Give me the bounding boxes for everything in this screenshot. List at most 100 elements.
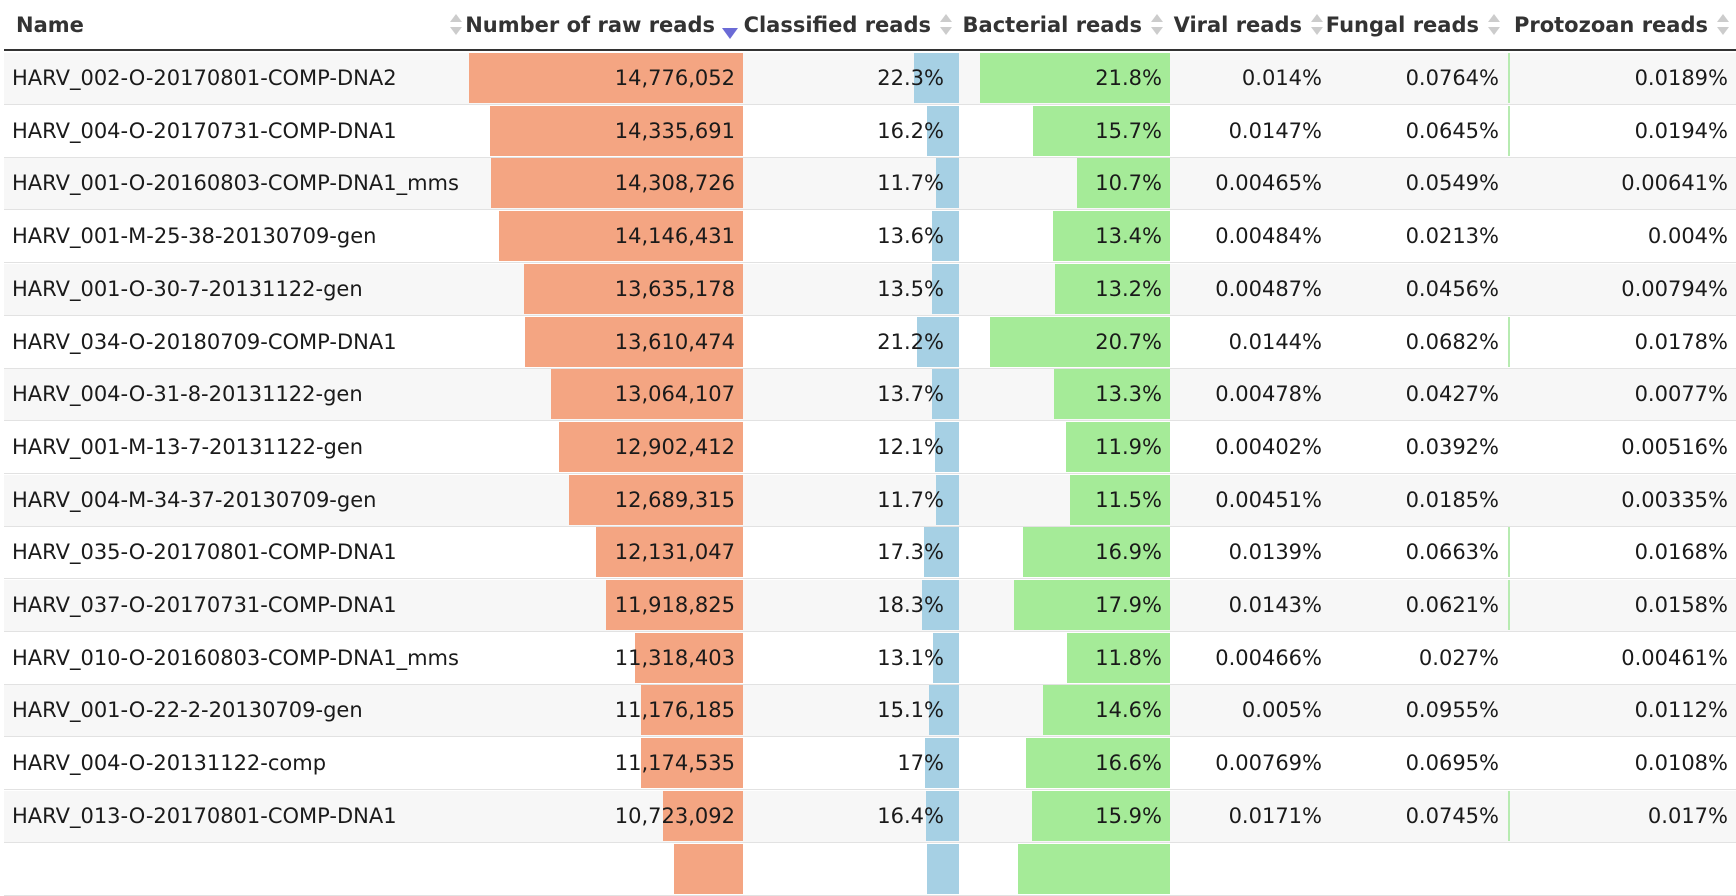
bacterial-reads-bar <box>1066 421 1170 472</box>
protozoan-reads-bar <box>1508 527 1510 578</box>
table-row[interactable]: HARV_004-O-20131122-comp 11,174,535 17% 16.… <box>4 738 1736 791</box>
fungal-reads-value: 0.0549% <box>1405 171 1499 196</box>
classified-reads-value <box>743 844 944 894</box>
protozoan-reads-value: 0.0108% <box>1634 751 1728 776</box>
sample-name: HARV_035-O-20170801-COMP-DNA1 <box>12 540 397 565</box>
classified-reads-bar <box>935 474 959 525</box>
protozoan-reads-bar <box>1508 53 1510 103</box>
sort-icon[interactable] <box>1150 14 1164 38</box>
column-header-label: Viral reads <box>1173 12 1302 37</box>
raw-reads-value: 13,610,474 <box>614 329 735 354</box>
sort-icon[interactable] <box>1310 14 1324 38</box>
viral-reads-value: 0.00451% <box>1215 487 1322 512</box>
fungal-reads-value: 0.0745% <box>1405 803 1499 828</box>
fungal-reads-value: 0.0682% <box>1405 329 1499 354</box>
classified-reads-bar <box>931 211 959 262</box>
fungal-reads-value: 0.0456% <box>1405 276 1499 301</box>
sample-name: HARV_001-M-25-38-20130709-gen <box>12 224 377 249</box>
table-row[interactable] <box>4 843 1736 896</box>
table-row[interactable]: HARV_001-O-20160803-COMP-DNA1_mms 14,308,… <box>4 158 1736 211</box>
bacterial-reads-bar <box>1055 263 1170 314</box>
classified-reads-bar <box>935 158 959 209</box>
raw-reads-value: 14,776,052 <box>614 66 735 90</box>
bacterial-reads-value: 13.2% <box>1095 276 1162 301</box>
sample-name: HARV_004-O-31-8-20131122-gen <box>12 382 363 407</box>
raw-reads-value: 13,064,107 <box>614 382 735 407</box>
sort-icon[interactable] <box>1716 14 1730 38</box>
protozoan-reads-bar <box>1508 790 1510 841</box>
table-row[interactable]: HARV_004-O-31-8-20131122-gen 13,064,107 13… <box>4 369 1736 422</box>
table-row[interactable]: HARV_001-O-30-7-20131122-gen 13,635,178 13… <box>4 263 1736 316</box>
raw-reads-bar <box>469 53 743 103</box>
sort-descending-icon[interactable] <box>722 14 738 39</box>
classified-reads-value: 11.7% <box>877 171 944 196</box>
fungal-reads-value: 0.0663% <box>1405 540 1499 565</box>
raw-reads-bar <box>491 158 743 209</box>
bacterial-reads-value: 15.7% <box>1095 118 1162 143</box>
table-row[interactable]: HARV_004-O-20170731-COMP-DNA1 14,335,691 1… <box>4 105 1736 158</box>
column-header-label: Fungal reads <box>1325 12 1479 37</box>
bacterial-reads-value: 16.6% <box>1095 751 1162 776</box>
table-row[interactable]: HARV_034-O-20180709-COMP-DNA1 13,610,474 2… <box>4 316 1736 369</box>
raw-reads-bar <box>499 211 743 262</box>
sort-icon[interactable] <box>449 14 463 38</box>
table-row[interactable]: HARV_001-M-25-38-20130709-gen 14,146,431 1… <box>4 211 1736 264</box>
protozoan-reads-value: 0.0158% <box>1634 593 1728 617</box>
raw-reads-value: 14,146,431 <box>614 224 735 249</box>
reads-table: Name Number of raw reads Classified read… <box>4 0 1736 896</box>
raw-reads-bar <box>641 685 743 736</box>
table-row[interactable]: HARV_002-O-20170801-COMP-DNA2 14,776,052 2… <box>4 53 1736 105</box>
fungal-reads-value: 0.0955% <box>1405 698 1499 723</box>
classified-reads-value: 17% <box>897 751 944 776</box>
column-header-bacterial-reads[interactable]: Bacterial reads <box>959 0 1170 51</box>
viral-reads-value: 0.00484% <box>1215 224 1322 249</box>
table-row[interactable]: HARV_001-M-13-7-20131122-gen 12,902,412 12… <box>4 421 1736 474</box>
protozoan-reads-value: 0.004% <box>1647 224 1728 249</box>
classified-reads-bar <box>932 632 959 683</box>
raw-reads-bar <box>524 316 743 367</box>
viral-reads-value: 0.00466% <box>1215 645 1322 670</box>
bacterial-reads-value: 16.9% <box>1095 540 1162 565</box>
table-row[interactable]: HARV_013-O-20170801-COMP-DNA1 10,723,092 1… <box>4 790 1736 843</box>
table-row[interactable]: HARV_004-M-34-37-20130709-gen 12,689,315 1… <box>4 474 1736 527</box>
protozoan-reads-value: 0.00794% <box>1621 276 1728 301</box>
classified-reads-value: 12.1% <box>877 434 944 459</box>
protozoan-reads-value: 0.0112% <box>1634 698 1728 723</box>
viral-reads-value: 0.0143% <box>1228 593 1322 617</box>
raw-reads-value: 14,308,726 <box>614 171 735 196</box>
table-row[interactable]: HARV_037-O-20170731-COMP-DNA1 11,918,825 1… <box>4 580 1736 632</box>
sort-icon[interactable] <box>1487 14 1501 38</box>
fungal-reads-value: 0.0764% <box>1405 66 1499 90</box>
classified-reads-bar <box>922 580 959 630</box>
bacterial-reads-bar <box>1054 369 1170 420</box>
raw-reads-value: 12,131,047 <box>614 540 735 565</box>
sample-name: HARV_010-O-20160803-COMP-DNA1_mms <box>12 645 459 670</box>
classified-reads-value: 21.2% <box>877 329 944 354</box>
fungal-reads-value: 0.0392% <box>1405 434 1499 459</box>
viral-reads-value: 0.0144% <box>1228 329 1322 354</box>
table-row[interactable]: HARV_001-O-22-2-20130709-gen 11,176,185 15… <box>4 685 1736 738</box>
table-row[interactable]: HARV_035-O-20170801-COMP-DNA1 12,131,047 1… <box>4 527 1736 580</box>
viral-reads-value: 0.0147% <box>1228 118 1322 143</box>
sample-name: HARV_034-O-20180709-COMP-DNA1 <box>12 329 397 354</box>
column-header-fungal-reads[interactable]: Fungal reads <box>1326 0 1507 51</box>
column-header-label: Classified reads <box>743 12 931 37</box>
classified-reads-value: 22.3% <box>877 66 944 90</box>
column-header-raw-reads[interactable]: Number of raw reads <box>465 0 743 51</box>
classified-reads-value: 13.6% <box>877 224 944 249</box>
protozoan-reads-value: 0.00335% <box>1621 487 1728 512</box>
raw-reads-bar <box>663 790 743 841</box>
bacterial-reads-bar <box>1031 790 1170 841</box>
column-header-classified-reads[interactable]: Classified reads <box>743 0 959 51</box>
sort-icon[interactable] <box>939 14 953 38</box>
sample-name: HARV_004-M-34-37-20130709-gen <box>12 487 377 512</box>
column-header-name[interactable]: Name <box>4 0 469 51</box>
classified-reads-value: 13.1% <box>877 645 944 670</box>
fungal-reads-value: 0.0621% <box>1405 593 1499 617</box>
bacterial-reads-bar <box>1042 685 1170 736</box>
table-row[interactable]: HARV_010-O-20160803-COMP-DNA1_mms 11,318,… <box>4 632 1736 685</box>
raw-reads-bar <box>595 527 743 578</box>
column-header-protozoan-reads[interactable]: Protozoan reads <box>1507 0 1736 51</box>
column-header-viral-reads[interactable]: Viral reads <box>1170 0 1330 51</box>
raw-reads-bar <box>490 105 743 156</box>
